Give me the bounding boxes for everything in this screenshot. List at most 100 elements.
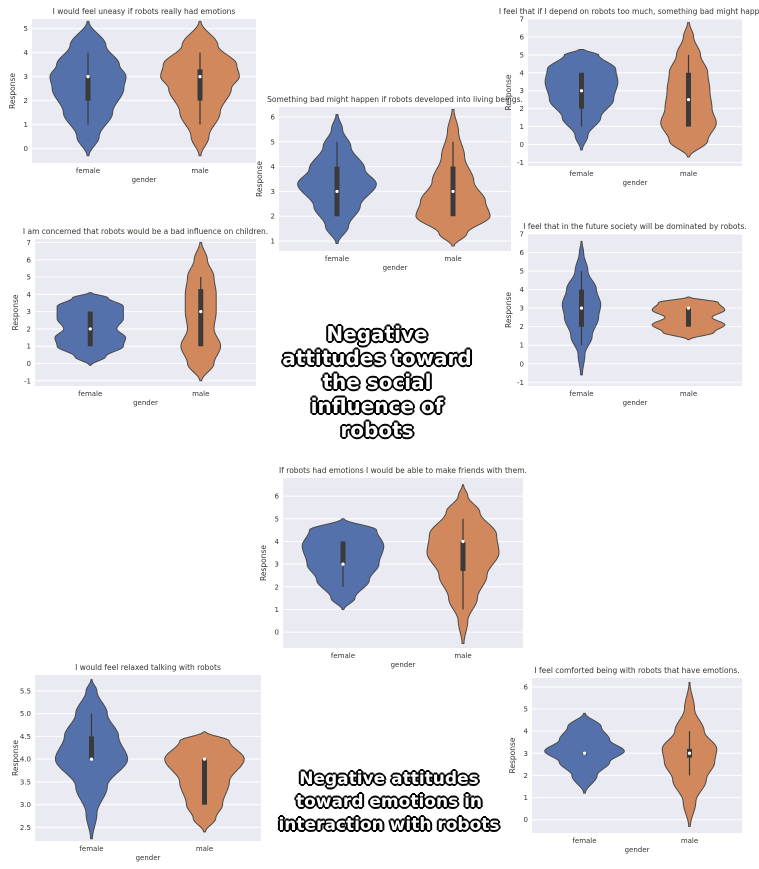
y-tick-label: 2 xyxy=(27,325,31,333)
y-tick-label: 5 xyxy=(520,51,524,59)
y-tick-label: 4.5 xyxy=(20,733,31,741)
x-tick-label-male: male xyxy=(680,170,697,178)
median-point-female xyxy=(582,751,587,755)
iqr-box-male xyxy=(460,541,466,571)
chart-panel-make-friends: 0 1 2 3 4 5 6 If robots had emotions I would be… xyxy=(255,463,527,673)
chart-svg-c2: 1 2 3 4 5 6 Something bad might happen if robo… xyxy=(255,95,523,272)
median-point-female xyxy=(341,562,345,566)
chart-panel-society-dominated: -1 0 1 2 3 4 5 6 7 I feel that in the future soci… xyxy=(500,220,750,410)
chart-panel-bad-influence-children: -1 0 1 2 3 4 5 6 7 I am concerned that robots wou… xyxy=(8,225,268,410)
y-tick-label: 1 xyxy=(271,238,275,246)
chart-title: If robots had emotions I would be able t… xyxy=(279,466,527,475)
chart-svg-c8: 0 1 2 3 4 5 6 I feel comforted being with robot… xyxy=(508,666,742,854)
y-tick-label: 3 xyxy=(520,87,524,95)
x-tick-label-female: female xyxy=(78,390,102,398)
x-axis-label: gender xyxy=(623,399,648,407)
y-tick-label: 1 xyxy=(524,794,528,802)
y-tick-label: 5 xyxy=(24,25,28,33)
x-tick-label-female: female xyxy=(331,652,355,660)
x-axis-label: gender xyxy=(625,846,650,854)
y-tick-label: 3 xyxy=(524,750,528,758)
y-tick-label: 2 xyxy=(271,213,275,221)
median-point-female xyxy=(335,189,339,194)
chart-title: Something bad might happen if robots dev… xyxy=(267,95,523,104)
x-tick-label-male: male xyxy=(191,167,208,175)
x-tick-label-male: male xyxy=(454,652,471,660)
iqr-box-female xyxy=(85,76,91,101)
y-axis-label: Response xyxy=(259,545,268,581)
y-tick-label: 5 xyxy=(520,268,524,276)
x-axis-label: gender xyxy=(133,399,158,407)
y-tick-label: 1 xyxy=(275,606,279,614)
y-tick-label: 2 xyxy=(524,772,528,780)
x-axis-label: gender xyxy=(132,176,157,184)
x-tick-label-female: female xyxy=(572,837,596,845)
y-tick-label: 6 xyxy=(520,249,525,257)
x-tick-label-female: female xyxy=(79,845,103,853)
x-axis-label: gender xyxy=(136,854,161,862)
y-tick-label: 2 xyxy=(520,105,524,113)
y-tick-label: 5 xyxy=(275,515,279,523)
y-tick-label: 4 xyxy=(520,286,525,294)
x-tick-label-male: male xyxy=(444,255,461,263)
y-tick-label: 3.5 xyxy=(20,778,31,786)
x-axis-label: gender xyxy=(383,264,408,272)
iqr-box-female xyxy=(340,541,346,565)
median-point-male xyxy=(687,751,692,755)
chart-panel-relaxed-talking: 2.5 3.0 3.5 4.0 4.5 5.0 5.5 I would feel relaxe… xyxy=(5,660,263,865)
y-tick-label: 1 xyxy=(24,121,28,129)
median-point-male xyxy=(198,75,202,79)
chart-title: I feel comforted being with robots that … xyxy=(534,666,739,675)
y-tick-label: 3 xyxy=(24,73,28,81)
y-tick-label: 3 xyxy=(275,561,279,569)
y-tick-label: 5 xyxy=(27,274,31,282)
chart-panel-comforted-emotions: 0 1 2 3 4 5 6 I feel comforted being with robot… xyxy=(505,663,750,858)
x-tick-label-male: male xyxy=(680,390,697,398)
chart-svg-c3: -1 0 1 2 3 4 5 6 7I feel that if I depend on rob… xyxy=(499,7,759,187)
median-point-male xyxy=(686,306,691,310)
x-tick-label-male: male xyxy=(192,390,209,398)
y-tick-label: 0 xyxy=(524,816,528,824)
chart-panel-depend-on-robots: -1 0 1 2 3 4 5 6 7 I feel that if I depend on rob… xyxy=(499,5,759,190)
y-tick-label: 4 xyxy=(271,163,276,171)
y-axis-label: Response xyxy=(508,737,517,773)
y-tick-label: 3 xyxy=(27,308,31,316)
x-tick-label-female: female xyxy=(76,167,100,175)
y-tick-label: 3 xyxy=(520,305,524,313)
y-tick-label: 4 xyxy=(520,69,525,77)
y-axis-label: Response xyxy=(11,740,20,776)
median-point-female xyxy=(579,306,584,310)
y-axis-label: Response xyxy=(504,74,513,110)
median-point-female xyxy=(89,757,94,761)
chart-panel-uneasy-emotions: 0 1 2 3 4 5 I would feel uneasy if robots real… xyxy=(8,5,258,185)
x-axis-label: gender xyxy=(391,661,416,669)
y-axis-label: Response xyxy=(8,73,17,109)
x-tick-label-female: female xyxy=(325,255,349,263)
y-tick-label: -1 xyxy=(517,159,524,167)
y-tick-label: -1 xyxy=(24,377,31,385)
y-tick-label: 6 xyxy=(271,113,276,121)
y-tick-label: 0 xyxy=(275,629,279,637)
chart-title: I would feel relaxed talking with robots xyxy=(75,663,221,672)
caption-social-influence: Negative attitudes toward the social inf… xyxy=(282,322,472,442)
chart-title: I would feel uneasy if robots really had… xyxy=(53,7,236,16)
median-point-male xyxy=(461,539,465,544)
y-tick-label: 7 xyxy=(520,16,524,24)
median-point-female xyxy=(88,327,92,331)
y-tick-label: 1 xyxy=(520,123,524,131)
y-tick-label: 6 xyxy=(524,683,529,691)
y-tick-label: 6 xyxy=(27,256,32,264)
median-point-male xyxy=(451,189,455,194)
median-point-male xyxy=(202,757,207,761)
iqr-box-male xyxy=(202,759,207,805)
y-tick-label: 5.5 xyxy=(20,687,31,695)
median-point-female xyxy=(579,89,584,93)
y-tick-label: 6 xyxy=(275,493,280,501)
y-tick-label: 5.0 xyxy=(20,710,31,718)
chart-svg-c4: -1 0 1 2 3 4 5 6 7 I am concerned that robots wou… xyxy=(11,227,268,407)
median-point-male xyxy=(199,310,203,314)
y-tick-label: 0 xyxy=(24,145,28,153)
y-tick-label: -1 xyxy=(517,379,524,387)
y-tick-label: 4 xyxy=(24,49,29,57)
y-tick-label: 4 xyxy=(27,291,32,299)
